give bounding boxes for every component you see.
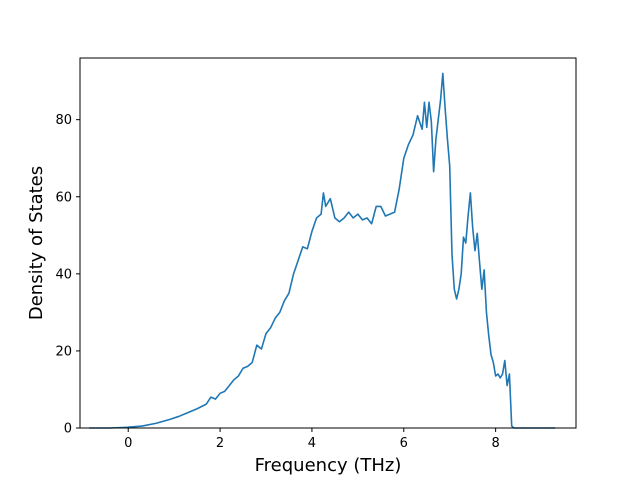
y-tick-label: 40	[55, 267, 72, 282]
x-tick-label: 6	[400, 436, 408, 451]
y-tick-label: 60	[55, 190, 72, 205]
dos-series-line	[89, 72, 556, 429]
x-axis-label: Frequency (THz)	[255, 455, 402, 476]
y-tick-label: 80	[55, 113, 72, 128]
y-tick-label: 0	[64, 422, 72, 437]
plot-frame	[79, 57, 577, 429]
x-tick-label: 4	[308, 436, 316, 451]
y-tick-label: 20	[55, 344, 72, 359]
x-tick-label: 0	[124, 436, 132, 451]
x-tick-label: 2	[216, 436, 224, 451]
y-axis-label: Density of States	[26, 166, 47, 320]
x-tick-label: 8	[491, 436, 499, 451]
